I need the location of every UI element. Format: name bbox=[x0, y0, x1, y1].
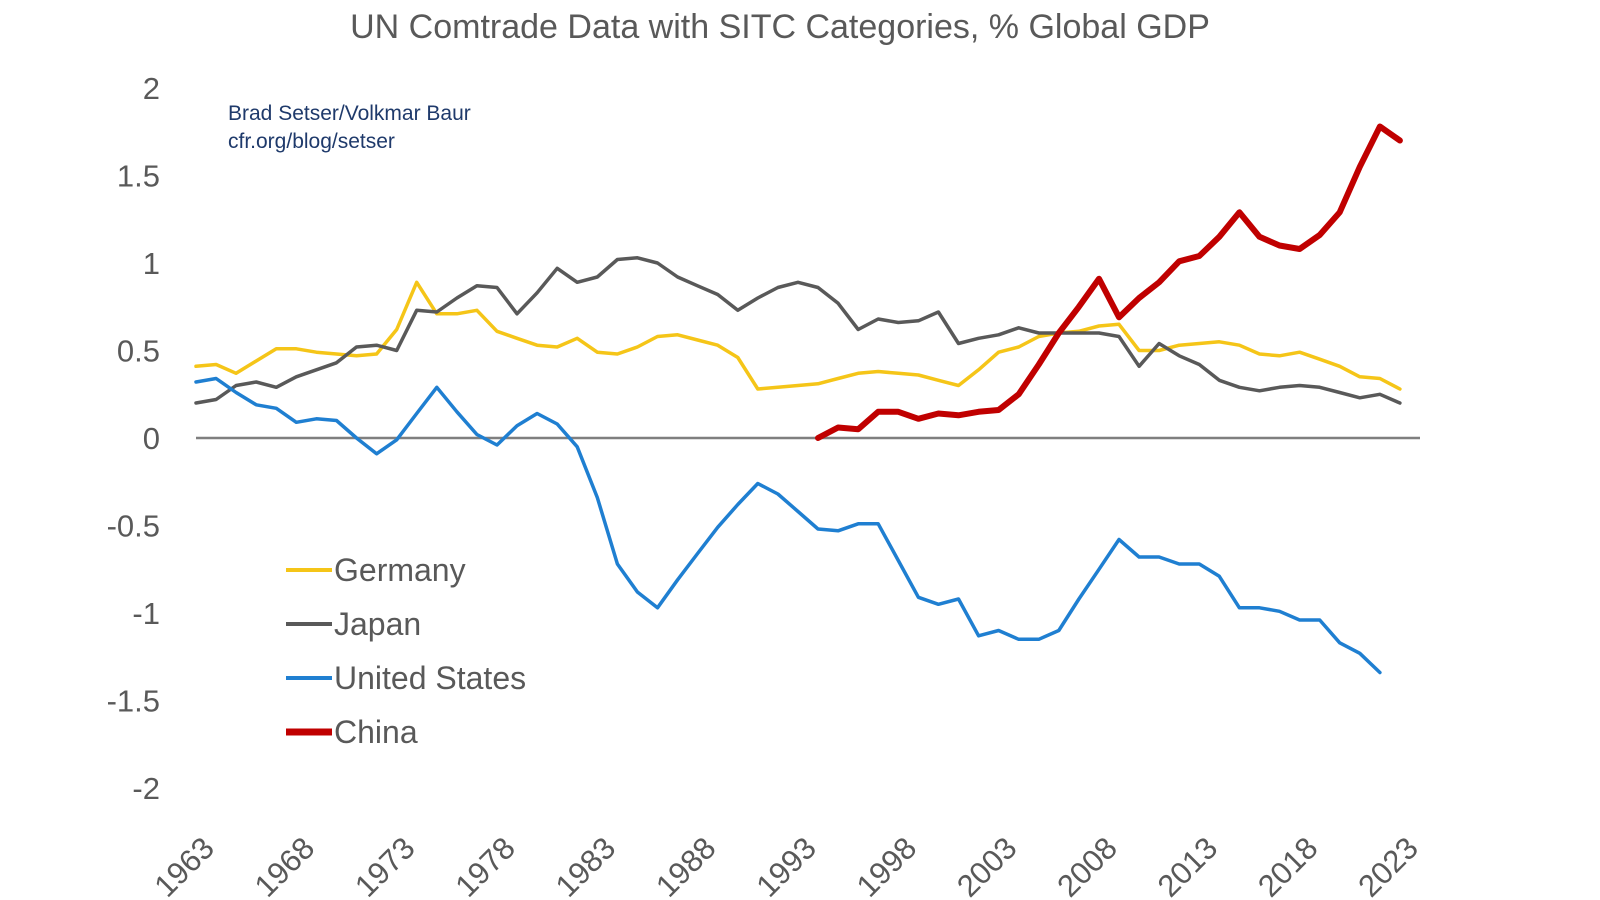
series-line-japan bbox=[194, 256, 1402, 405]
x-tick-label: 2003 bbox=[950, 830, 1024, 900]
y-tick-label: 0 bbox=[143, 421, 160, 456]
x-axis: 1963 1968 1973 1978 1983 1988 1993 1998 2003 2008… bbox=[147, 830, 1424, 900]
legend-label-united-states: United States bbox=[334, 660, 526, 696]
series-line-united-states bbox=[194, 376, 1382, 675]
source-credit: Brad Setser/Volkmar Baur cfr.org/blog/se… bbox=[228, 100, 471, 156]
series-line-germany bbox=[194, 280, 1402, 391]
y-tick-label: -2 bbox=[132, 771, 160, 806]
x-tick-label: 1993 bbox=[749, 830, 823, 900]
x-tick-label: 1978 bbox=[448, 830, 522, 900]
x-tick-label: 2013 bbox=[1151, 830, 1225, 900]
series-lines bbox=[194, 123, 1403, 675]
y-tick-label: -0.5 bbox=[107, 509, 160, 544]
legend-label-japan: Japan bbox=[334, 606, 421, 642]
y-tick-label: -1 bbox=[132, 596, 160, 631]
y-axis: 2 1.5 1 0.5 0 -0.5 -1 -1.5 -2 bbox=[107, 71, 160, 806]
source-credit-url: cfr.org/blog/setser bbox=[228, 130, 395, 153]
legend-label-china: China bbox=[334, 714, 418, 750]
x-tick-label: 1973 bbox=[348, 830, 422, 900]
chart-subtitle: UN Comtrade Data with SITC Categories, %… bbox=[350, 8, 1210, 46]
y-tick-label: 2 bbox=[143, 71, 160, 106]
y-tick-label: 0.5 bbox=[117, 334, 160, 369]
x-tick-label: 2008 bbox=[1050, 830, 1124, 900]
x-tick-label: 2023 bbox=[1351, 830, 1425, 900]
y-tick-label: 1 bbox=[143, 246, 160, 281]
legend-label-germany: Germany bbox=[334, 552, 466, 588]
series-line-china bbox=[815, 123, 1403, 441]
x-tick-label: 1998 bbox=[850, 830, 924, 900]
x-tick-label: 1963 bbox=[147, 830, 221, 900]
x-tick-label: 2018 bbox=[1251, 830, 1325, 900]
x-tick-label: 1968 bbox=[248, 830, 322, 900]
legend: Germany Japan United States China bbox=[286, 552, 526, 750]
source-credit-authors: Brad Setser/Volkmar Baur bbox=[228, 102, 471, 125]
x-tick-label: 1983 bbox=[549, 830, 623, 900]
x-tick-label: 1988 bbox=[649, 830, 723, 900]
y-tick-label: 1.5 bbox=[117, 159, 160, 194]
y-tick-label: -1.5 bbox=[107, 684, 160, 719]
